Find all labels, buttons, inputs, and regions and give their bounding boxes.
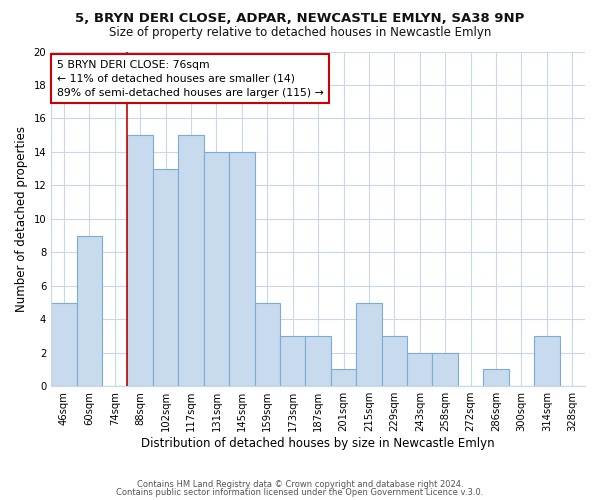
Bar — [203, 152, 229, 386]
Text: 5, BRYN DERI CLOSE, ADPAR, NEWCASTLE EMLYN, SA38 9NP: 5, BRYN DERI CLOSE, ADPAR, NEWCASTLE EML… — [76, 12, 524, 26]
Text: Contains HM Land Registry data © Crown copyright and database right 2024.: Contains HM Land Registry data © Crown c… — [137, 480, 463, 489]
Bar — [433, 352, 458, 386]
X-axis label: Distribution of detached houses by size in Newcastle Emlyn: Distribution of detached houses by size … — [141, 437, 495, 450]
Bar — [178, 135, 203, 386]
Bar — [229, 152, 254, 386]
Bar — [127, 135, 153, 386]
Bar — [305, 336, 331, 386]
Bar — [407, 352, 433, 386]
Bar — [254, 302, 280, 386]
Bar — [484, 370, 509, 386]
Bar — [153, 168, 178, 386]
Text: Contains public sector information licensed under the Open Government Licence v.: Contains public sector information licen… — [116, 488, 484, 497]
Bar — [280, 336, 305, 386]
Bar — [534, 336, 560, 386]
Bar — [356, 302, 382, 386]
Bar — [331, 370, 356, 386]
Text: Size of property relative to detached houses in Newcastle Emlyn: Size of property relative to detached ho… — [109, 26, 491, 39]
Bar — [51, 302, 77, 386]
Text: 5 BRYN DERI CLOSE: 76sqm
← 11% of detached houses are smaller (14)
89% of semi-d: 5 BRYN DERI CLOSE: 76sqm ← 11% of detach… — [56, 60, 323, 98]
Bar — [77, 236, 102, 386]
Bar — [382, 336, 407, 386]
Y-axis label: Number of detached properties: Number of detached properties — [15, 126, 28, 312]
